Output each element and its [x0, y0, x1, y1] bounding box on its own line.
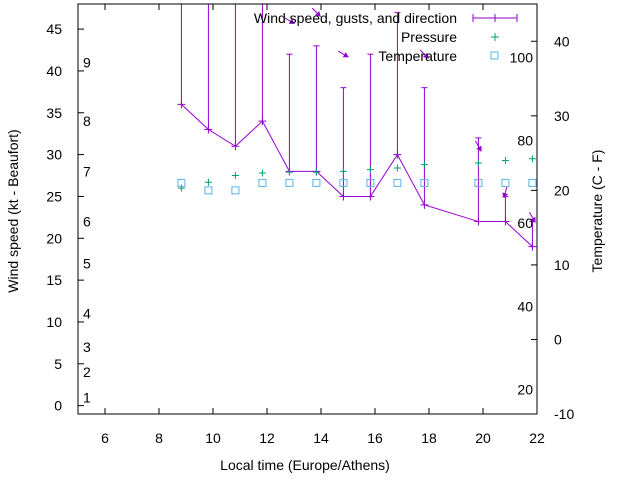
pressure-point	[177, 184, 185, 192]
plot-frame	[77, 3, 538, 415]
y-tick-label: 15	[46, 272, 62, 288]
legend-label-pressure: Pressure	[401, 29, 457, 45]
beaufort-label: 1	[83, 389, 91, 405]
x-tick-label: 18	[421, 430, 437, 446]
x-tick-label: 8	[155, 430, 163, 446]
temperature-point	[501, 178, 510, 187]
wind-speed-point	[204, 125, 213, 134]
wind-speed-point	[393, 150, 402, 159]
pressure-point	[474, 159, 482, 167]
pressure-point	[339, 167, 347, 175]
fahrenheit-label: 60	[517, 215, 533, 231]
pressure-point	[501, 156, 509, 164]
fahrenheit-label: 40	[517, 299, 533, 315]
temperature-point	[528, 178, 537, 187]
y2-axis-label: Temperature (C - F)	[589, 150, 605, 273]
pressure-point	[204, 178, 212, 186]
temperature-point	[339, 178, 348, 187]
y2-tick-label: 0	[554, 331, 562, 347]
pressure-point	[366, 166, 374, 174]
legend: Wind speed, gusts, and direction Pressur…	[254, 10, 518, 64]
legend-label-wind: Wind speed, gusts, and direction	[254, 10, 457, 26]
x-tick-label: 22	[529, 430, 545, 446]
wind-direction-arrowhead	[502, 192, 509, 199]
wind-direction-arrowhead	[314, 10, 321, 17]
wind-speed-point	[420, 200, 429, 209]
fahrenheit-label: 100	[510, 50, 534, 66]
pressure-point	[312, 168, 320, 176]
temperature-point	[366, 178, 375, 187]
wind-speed-point	[231, 142, 240, 151]
y-axis-label: Wind speed (kt - Beaufort)	[5, 129, 21, 292]
wind-direction-arrowhead	[422, 52, 429, 59]
pressure-point	[420, 161, 428, 169]
y-tick-label: 10	[46, 314, 62, 330]
pressure-point	[231, 172, 239, 180]
temperature-point	[231, 186, 240, 195]
x-tick-label: 14	[313, 430, 329, 446]
wind-speed-point	[366, 192, 375, 201]
wind-direction-arrowhead	[288, 18, 295, 24]
wind-speed-point	[258, 117, 267, 126]
temperature-point	[177, 178, 186, 187]
temperature-point	[420, 178, 429, 187]
legend-sample-temperature	[490, 51, 499, 60]
temperature-point	[204, 186, 213, 195]
x-tick-label: 20	[475, 430, 491, 446]
y2-tick-label: 40	[554, 33, 570, 49]
x-tick-label: 10	[205, 430, 221, 446]
fahrenheit-label: 80	[517, 132, 533, 148]
y-tick-label: 20	[46, 230, 62, 246]
legend-label-temperature: Temperature	[378, 48, 457, 64]
beaufort-label: 5	[83, 255, 91, 271]
temperature-point	[474, 178, 483, 187]
y2-tick-label: 20	[554, 182, 570, 198]
beaufort-label: 7	[83, 163, 91, 179]
y-tick-label: 40	[46, 63, 62, 79]
y-tick-label: 30	[46, 147, 62, 163]
beaufort-label: 9	[83, 55, 91, 71]
y-tick-label: 25	[46, 188, 62, 204]
x-axis-label: Local time (Europe/Athens)	[220, 457, 390, 473]
wind-speed-point	[339, 192, 348, 201]
wind-direction-arrowhead	[476, 145, 482, 152]
y2-tick-label: -10	[554, 406, 574, 422]
y-tick-label: 0	[54, 398, 62, 414]
temperature-point	[312, 178, 321, 187]
fahrenheit-label: 20	[517, 381, 533, 397]
beaufort-label: 4	[83, 306, 91, 322]
temperature-point	[285, 178, 294, 187]
beaufort-label: 8	[83, 113, 91, 129]
temperature-point	[393, 178, 402, 187]
pressure-point	[285, 168, 293, 176]
y-tick-label: 45	[46, 21, 62, 37]
wind-speed-point	[177, 100, 186, 109]
x-tick-label: 6	[101, 430, 109, 446]
y-tick-label: 5	[54, 356, 62, 372]
temperature-point	[258, 178, 267, 187]
pressure-point	[528, 155, 536, 163]
plot-data	[177, 4, 537, 251]
y2-tick-label: 10	[554, 257, 570, 273]
pressure-point	[258, 169, 266, 177]
wind-speed-point	[528, 242, 537, 251]
y-tick-label: 35	[46, 105, 62, 121]
beaufort-label: 2	[83, 364, 91, 380]
wind-speed-point	[501, 217, 510, 226]
axes: 6 8 10 12 14 16 18 20 22051015202530354045-10010…	[46, 4, 574, 446]
wind-direction-arrowhead	[530, 216, 536, 223]
beaufort-label: 6	[83, 214, 91, 230]
x-tick-label: 16	[367, 430, 383, 446]
wind-direction-arrowhead	[342, 52, 349, 58]
y2-tick-label: 30	[554, 108, 570, 124]
wind-speed-point	[474, 217, 483, 226]
x-tick-label: 12	[259, 430, 275, 446]
pressure-point	[393, 164, 401, 172]
beaufort-label: 3	[83, 339, 91, 355]
